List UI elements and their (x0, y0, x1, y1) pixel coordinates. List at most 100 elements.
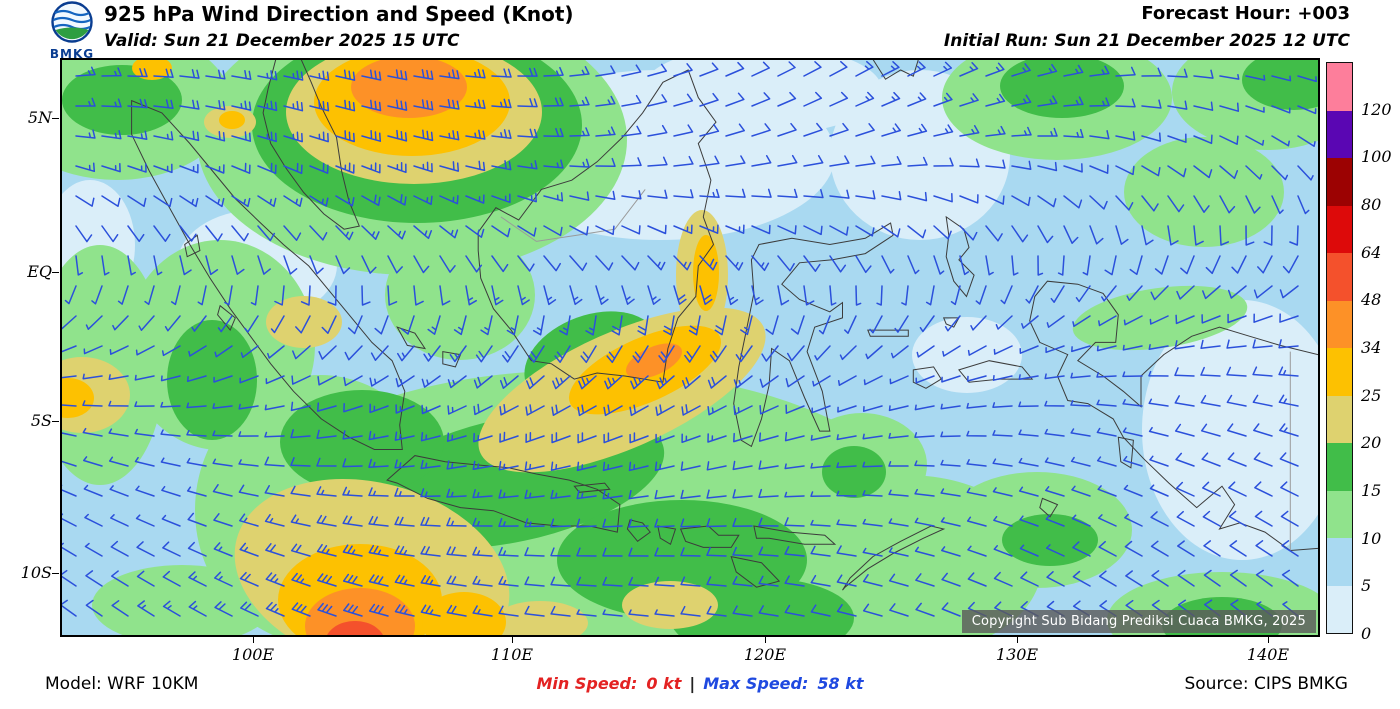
coastline (753, 525, 837, 545)
legend-tick-label: 34 (1361, 338, 1382, 357)
coastline (679, 525, 740, 548)
coastline (131, 99, 406, 450)
wind-speed-contour (305, 588, 415, 635)
wind-field-map (62, 60, 1318, 635)
coastline (1117, 436, 1134, 469)
wind-speed-contour (642, 60, 882, 135)
legend-color-cell (1327, 348, 1352, 397)
coastline (626, 519, 651, 542)
coastline (942, 317, 960, 328)
min-speed-label: Min Speed: (536, 674, 638, 693)
coastline (958, 360, 1034, 383)
wind-speed-contour (626, 343, 682, 379)
map-panel: Copyright Sub Bidang Prediksi Cuaca BMKG… (60, 58, 1320, 637)
wind-speed-contour (822, 446, 886, 498)
wind-speed-contour (219, 111, 245, 129)
legend-color-cell (1327, 443, 1352, 492)
forecast-hour-label: Forecast Hour: +003 (1141, 3, 1350, 24)
y-axis-tick (52, 118, 59, 119)
coastline (657, 525, 677, 546)
coastline (573, 482, 611, 493)
coastline (872, 60, 919, 80)
coastline (217, 304, 236, 332)
x-axis-tick (1017, 637, 1018, 643)
x-axis-label: 100E (231, 645, 275, 664)
max-speed-label: Max Speed: (703, 674, 809, 693)
wind-speed-contour (92, 565, 272, 635)
wind-speed-contour (1242, 60, 1318, 110)
coastline (262, 60, 360, 230)
valid-time-label: Valid: Sun 21 December 2025 15 UTC (104, 31, 460, 51)
y-axis-label: 5N (27, 108, 52, 127)
wind-speed-contour (1142, 300, 1318, 560)
y-axis-label: 10S (20, 563, 52, 582)
wind-speed-contour (280, 390, 444, 494)
speed-range-text: Min Speed: 0 kt | Max Speed: 58 kt (0, 674, 1400, 693)
x-axis-label: 140E (1246, 645, 1290, 664)
legend-color-cell (1327, 205, 1352, 254)
legend-tick-label: 64 (1361, 242, 1382, 262)
legend-color-cell (1327, 395, 1352, 444)
wind-speed-contour (622, 581, 718, 629)
model-label: Model: WRF 10KM (45, 674, 199, 694)
legend-tick-label: 20 (1361, 433, 1382, 453)
legend-color-cell (1327, 110, 1352, 159)
wind-speed-contour (327, 621, 383, 635)
legend-tick-label: 25 (1361, 385, 1382, 405)
wind-speed-contour (62, 378, 94, 418)
wind-speed-contour (266, 296, 342, 348)
bmkg-logo-text: BMKG (49, 47, 95, 61)
copyright-notice: Copyright Sub Bidang Prediksi Cuaca BMKG… (961, 610, 1316, 633)
wind-speed-contour (1002, 514, 1098, 566)
max-speed-value: 58 kt (817, 674, 864, 693)
legend-color-cell (1327, 538, 1352, 587)
wind-speed-contour (693, 235, 719, 311)
source-label: Source: CIPS BMKG (1184, 674, 1348, 694)
x-axis-label: 120E (743, 645, 787, 664)
x-axis-tick (765, 637, 766, 643)
wind-speed-colorbar (1326, 62, 1353, 634)
wind-speed-contour (912, 317, 1022, 393)
x-axis-label: 110E (490, 645, 534, 664)
y-axis-label: 5S (30, 411, 52, 430)
coastline (912, 366, 942, 389)
y-axis-tick (52, 272, 59, 273)
speed-separator: | (689, 674, 696, 693)
coastline (1039, 497, 1059, 518)
bmkg-globe-icon (51, 1, 93, 43)
wind-speed-contour (62, 65, 182, 135)
legend-color-cell (1327, 63, 1352, 112)
legend-tick-label: 80 (1361, 195, 1382, 214)
bmkg-logo: BMKG (44, 1, 100, 61)
coastline (386, 455, 621, 533)
page-title: 925 hPa Wind Direction and Speed (Knot) (104, 2, 574, 26)
coastline (867, 329, 909, 337)
legend-color-cell (1327, 585, 1352, 633)
admin-border (500, 189, 646, 242)
legend-tick-label: 120 (1361, 99, 1392, 119)
y-axis-label: EQ (27, 262, 52, 281)
coastline (1029, 280, 1318, 552)
legend-color-cell (1327, 253, 1352, 302)
legend-color-cell (1327, 158, 1352, 207)
wind-speed-contour (167, 320, 257, 440)
wind-speed-contour (1124, 137, 1284, 247)
legend-tick-label: 0 (1361, 624, 1372, 643)
min-speed-value: 0 kt (646, 674, 682, 693)
wind-barbs (62, 60, 1317, 617)
x-axis-tick (512, 637, 513, 643)
legend-tick-label: 15 (1361, 481, 1382, 500)
legend-tick-label: 10 (1361, 528, 1382, 548)
legend-tick-label: 48 (1361, 290, 1382, 310)
wind-speed-contour (385, 230, 535, 360)
coastline (945, 215, 975, 298)
x-axis-label: 130E (995, 645, 1039, 664)
wind-speed-contour (422, 592, 506, 635)
legend-color-cell (1327, 490, 1352, 539)
x-axis-tick (1268, 637, 1269, 643)
legend-color-cell (1327, 300, 1352, 349)
coastline (477, 69, 717, 383)
y-axis-tick (52, 573, 59, 574)
legend-tick-label: 5 (1361, 576, 1372, 596)
wind-speed-contour (670, 578, 854, 635)
